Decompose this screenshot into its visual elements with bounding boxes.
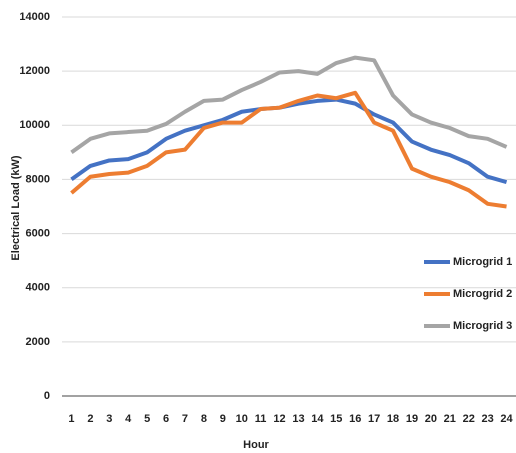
x-tick-label: 20 (425, 413, 437, 425)
x-tick-label: 24 (500, 413, 513, 425)
y-tick-label: 8000 (26, 173, 50, 185)
y-tick-label: 12000 (19, 65, 50, 77)
x-axis-title: Hour (243, 439, 269, 451)
x-tick-label: 22 (463, 413, 475, 425)
y-tick-label: 10000 (19, 119, 50, 131)
x-tick-label: 3 (106, 413, 112, 425)
x-tick-label: 17 (368, 413, 380, 425)
x-tick-label: 7 (182, 413, 188, 425)
y-axis-title: Electrical Load (kW) (10, 155, 22, 260)
x-tick-label: 6 (163, 413, 169, 425)
x-tick-label: 10 (236, 413, 248, 425)
x-tick-label: 4 (125, 413, 132, 425)
x-tick-label: 19 (406, 413, 418, 425)
y-tick-label: 2000 (26, 336, 50, 348)
x-tick-label: 13 (292, 413, 304, 425)
series-line (70, 90, 507, 209)
x-tick-label: 21 (444, 413, 456, 425)
y-tick-label: 0 (44, 390, 50, 402)
legend-label: Microgrid 1 (453, 256, 512, 268)
x-tick-label: 8 (201, 413, 207, 425)
y-tick-label: 14000 (19, 11, 50, 23)
x-tick-label: 18 (387, 413, 399, 425)
x-tick-label: 14 (311, 413, 324, 425)
x-tick-label: 9 (220, 413, 226, 425)
x-tick-label: 23 (482, 413, 494, 425)
legend-label: Microgrid 3 (453, 320, 512, 332)
x-tick-label: 2 (87, 413, 93, 425)
x-tick-label: 12 (273, 413, 285, 425)
series-line (70, 55, 508, 154)
y-tick-label: 6000 (26, 227, 50, 239)
x-tick-label: 11 (255, 413, 267, 425)
x-tick-label: 1 (68, 413, 74, 425)
x-tick-label: 15 (330, 413, 342, 425)
x-tick-label: 16 (349, 413, 361, 425)
legend-label: Microgrid 2 (453, 288, 512, 300)
y-tick-label: 4000 (26, 282, 50, 294)
x-tick-label: 5 (144, 413, 150, 425)
